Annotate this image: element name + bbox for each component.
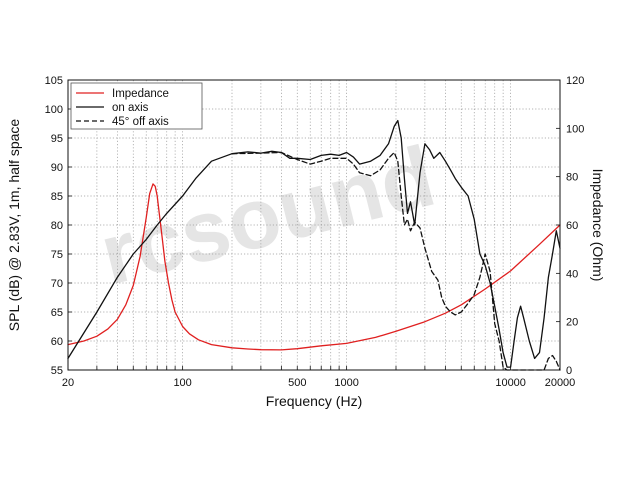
- y-tick-label: 80: [51, 220, 63, 232]
- x-tick-label: 20: [62, 377, 74, 389]
- y2-tick-label: 20: [566, 317, 578, 329]
- legend-label-off-axis: 45° off axis: [112, 116, 169, 128]
- y2-tick-label: 120: [566, 75, 584, 87]
- y-tick-label: 105: [45, 75, 63, 87]
- x-tick-label: 500: [288, 377, 306, 389]
- y2-tick-labels: 0 20 40 60 80 100 120: [566, 75, 584, 377]
- legend: Impedance on axis 45° off axis: [70, 82, 203, 130]
- y-tick-label: 90: [51, 162, 63, 174]
- y2-tick-label: 80: [566, 172, 578, 184]
- y-tick-label: 70: [51, 278, 63, 290]
- y-tick-label: 85: [51, 191, 63, 203]
- watermark-logo: rcsound: [91, 128, 443, 303]
- x-tick-label: 1000: [334, 377, 358, 389]
- y2-tick-label: 40: [566, 268, 578, 280]
- y2-tick-label: 100: [566, 123, 584, 135]
- y-tick-label: 60: [51, 336, 63, 348]
- x-tick-label: 100: [173, 377, 191, 389]
- y-tick-label: 75: [51, 249, 63, 261]
- y2-tick-label: 60: [566, 220, 578, 232]
- y2-tick-label: 0: [566, 365, 572, 377]
- legend-label-on-axis: on axis: [112, 102, 149, 114]
- y-tick-label: 95: [51, 133, 63, 145]
- y-tick-label: 65: [51, 307, 63, 319]
- y-axis-title: SPL (dB) @ 2.83V, 1m, half space: [6, 119, 22, 332]
- legend-label-impedance: Impedance: [112, 88, 169, 100]
- x-axis-title: Frequency (Hz): [266, 393, 362, 409]
- series-line-on-axis: [67, 119, 561, 368]
- y-tick-label: 100: [45, 104, 63, 116]
- x-tick-label: 10000: [495, 377, 526, 389]
- series-line-impedance: [67, 183, 561, 351]
- y-tick-label: 55: [51, 365, 63, 377]
- x-tick-labels: 20 100 500 1000 10000 20000: [62, 377, 575, 389]
- y-tick-labels: 55 60 65 70 75 80 85 90 95 100 105: [45, 75, 63, 377]
- y2-axis-title: Impedance (Ohm): [590, 169, 606, 282]
- x-tick-label: 20000: [545, 377, 576, 389]
- tick-marks: [68, 79, 560, 371]
